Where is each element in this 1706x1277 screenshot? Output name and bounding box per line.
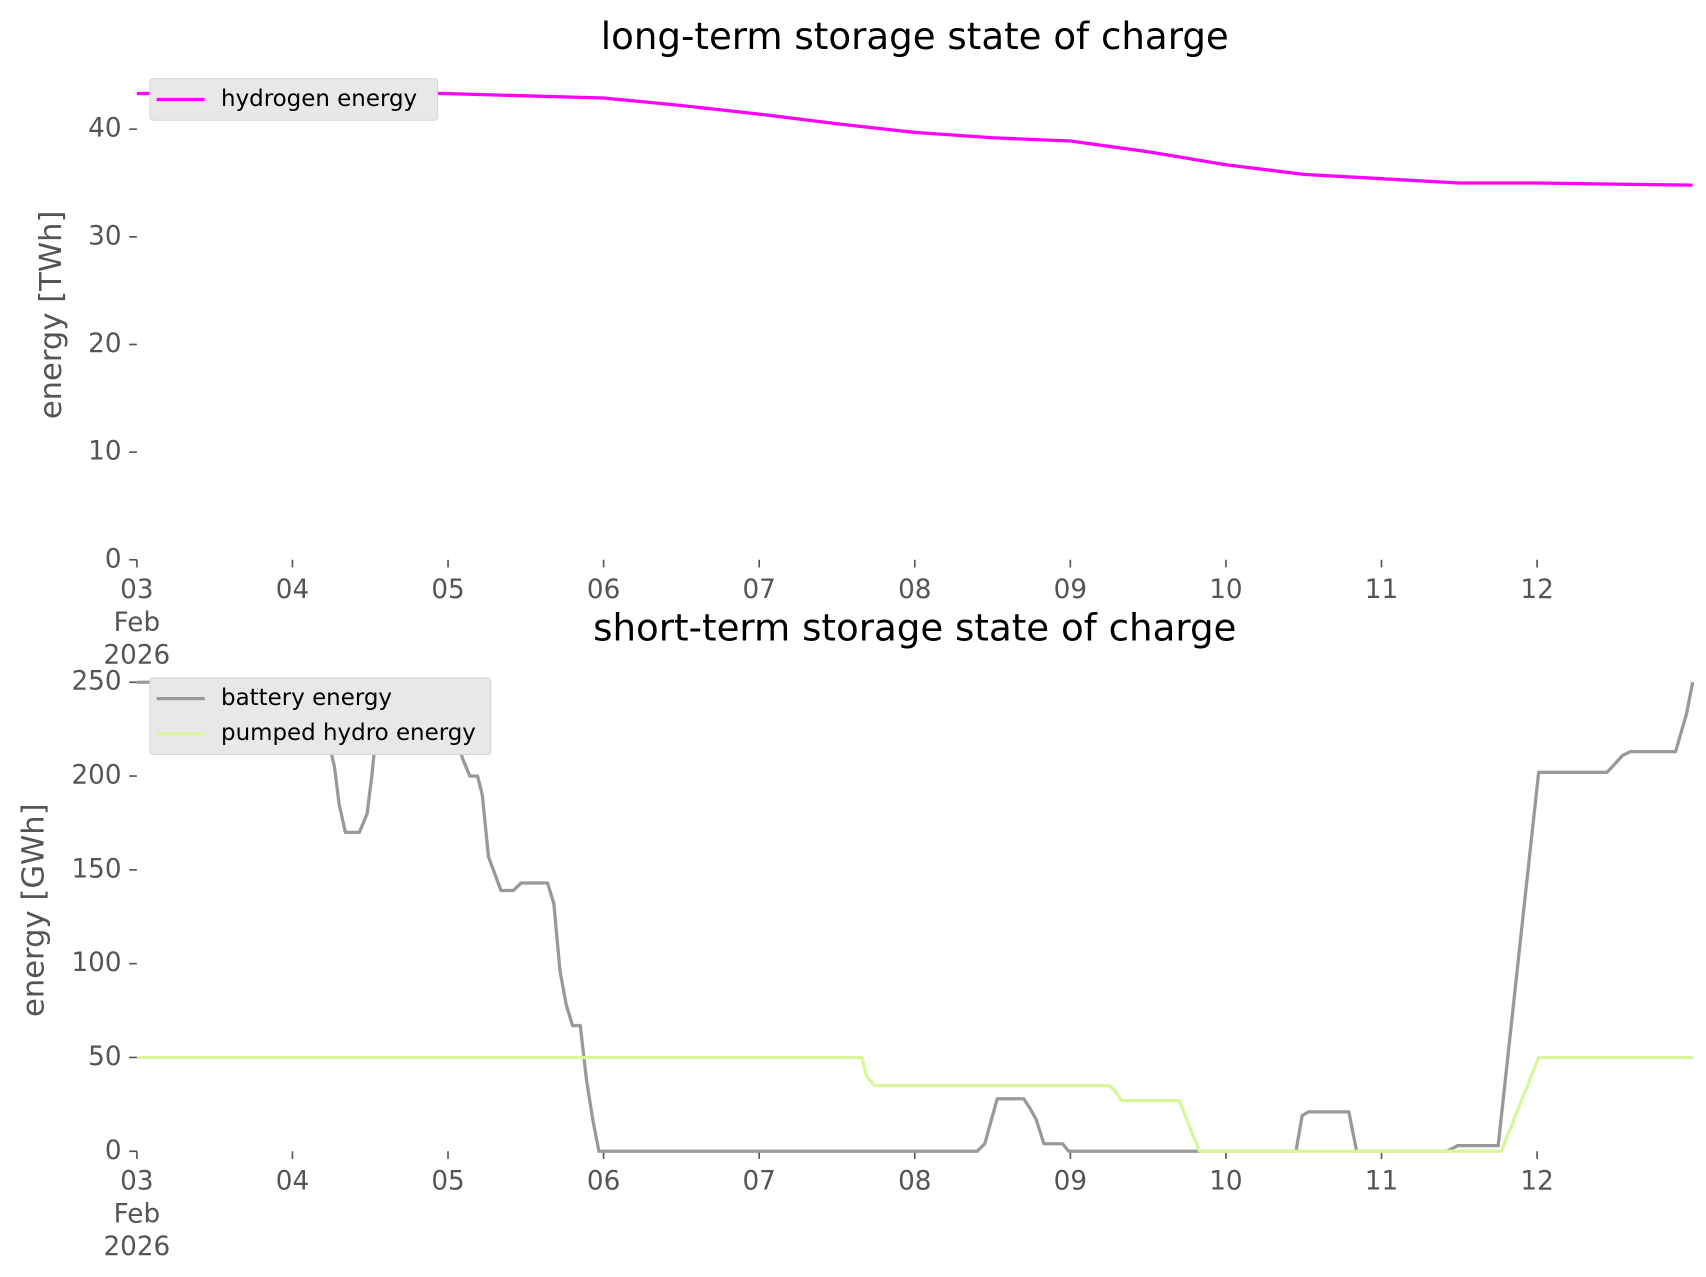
x-tick-label: 09 xyxy=(1053,1165,1088,1197)
x-tick-label-text: 04 xyxy=(275,573,310,605)
x-tick-label-text: 12 xyxy=(1520,1165,1554,1197)
legend-label: pumped hydro energy xyxy=(221,720,476,746)
x-tick-label-text: 03 Feb 2026 xyxy=(103,573,171,671)
x-tick-label: 03 Feb 2026 xyxy=(103,573,171,671)
legend-box xyxy=(149,677,492,755)
x-tick-label: 08 xyxy=(898,573,932,605)
chart-title: short-term storage state of charge xyxy=(593,605,1236,649)
x-tick-label: 09 xyxy=(1053,573,1088,605)
y-axis-label: energy [GWh] xyxy=(17,803,52,1017)
x-tick-label: 06 xyxy=(586,1165,621,1197)
x-tick-label-text: 07 xyxy=(742,573,776,605)
x-tick-label-text: 08 xyxy=(898,573,932,605)
y-tick-label: 0 xyxy=(105,544,122,574)
legend-label: battery energy xyxy=(221,685,392,711)
x-tick-label: 08 xyxy=(898,1165,932,1197)
y-axis-label: energy [TWh] xyxy=(34,211,69,420)
y-tick-label: 10 xyxy=(88,437,121,467)
y-tick-label: 50 xyxy=(88,1042,121,1072)
x-tick-label-text: 09 xyxy=(1053,1165,1088,1197)
x-tick-label: 07 xyxy=(742,1165,776,1197)
x-tick-label: 12 xyxy=(1520,1165,1554,1197)
x-tick-label: 12 xyxy=(1520,573,1554,605)
x-tick-label: 05 xyxy=(431,573,465,605)
y-tick-label: 200 xyxy=(72,761,122,791)
x-tick-label: 07 xyxy=(742,573,776,605)
x-tick-label: 04 xyxy=(275,1165,310,1197)
x-tick-label-text: 03 Feb 2026 xyxy=(103,1165,171,1262)
y-tick-label: 100 xyxy=(72,948,122,978)
legend-label: hydrogen energy xyxy=(221,86,417,112)
x-tick-label: 11 xyxy=(1364,573,1399,605)
x-tick-label-text: 11 xyxy=(1364,1165,1399,1197)
x-tick-label-text: 12 xyxy=(1520,573,1554,605)
y-tick-label: 20 xyxy=(88,329,121,359)
x-tick-label-text: 06 xyxy=(586,1165,621,1197)
x-tick-label: 04 xyxy=(275,573,310,605)
x-tick-label-text: 10 xyxy=(1209,1165,1243,1197)
x-tick-label: 05 xyxy=(431,1165,465,1197)
x-tick-label: 06 xyxy=(586,573,621,605)
legend-box xyxy=(149,78,439,121)
x-tick-label: 11 xyxy=(1364,1165,1399,1197)
y-tick-label: 40 xyxy=(88,114,121,144)
x-tick-label-text: 08 xyxy=(898,1165,932,1197)
x-tick-label: 10 xyxy=(1209,1165,1243,1197)
x-tick-label-text: 04 xyxy=(275,1165,310,1197)
y-tick-label: 30 xyxy=(88,221,121,251)
x-tick-label-text: 06 xyxy=(586,573,621,605)
x-tick-label-text: 05 xyxy=(431,1165,465,1197)
y-tick-label: 0 xyxy=(105,1136,122,1166)
data-line xyxy=(136,1055,1693,1153)
x-tick-label: 03 Feb 2026 xyxy=(103,1165,171,1262)
y-tick-label: 150 xyxy=(72,854,122,884)
x-tick-label-text: 05 xyxy=(431,573,465,605)
x-tick-label: 10 xyxy=(1209,573,1243,605)
chart-title: long-term storage state of charge xyxy=(601,14,1229,58)
x-tick-label-text: 07 xyxy=(742,1165,776,1197)
x-tick-label-text: 10 xyxy=(1209,573,1243,605)
x-tick-label-text: 09 xyxy=(1053,573,1088,605)
y-tick-label: 250 xyxy=(72,667,122,697)
x-tick-label-text: 11 xyxy=(1364,573,1399,605)
